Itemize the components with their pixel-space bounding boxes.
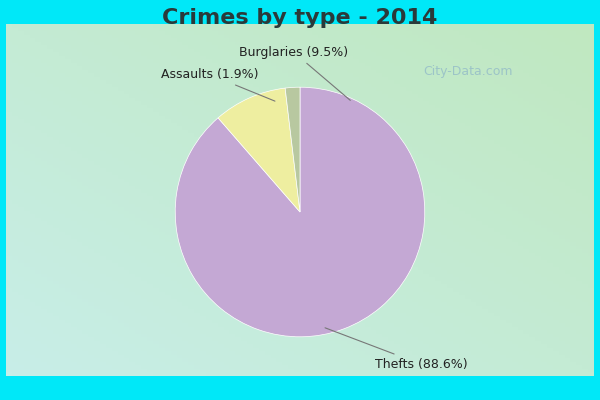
Text: Burglaries (9.5%): Burglaries (9.5%): [239, 46, 350, 100]
Text: Thefts (88.6%): Thefts (88.6%): [325, 328, 467, 371]
Wedge shape: [175, 87, 425, 337]
Wedge shape: [218, 88, 300, 212]
Text: Crimes by type - 2014: Crimes by type - 2014: [163, 8, 437, 28]
Text: Assaults (1.9%): Assaults (1.9%): [161, 68, 275, 101]
Wedge shape: [285, 87, 300, 212]
Text: City-Data.com: City-Data.com: [423, 66, 513, 78]
